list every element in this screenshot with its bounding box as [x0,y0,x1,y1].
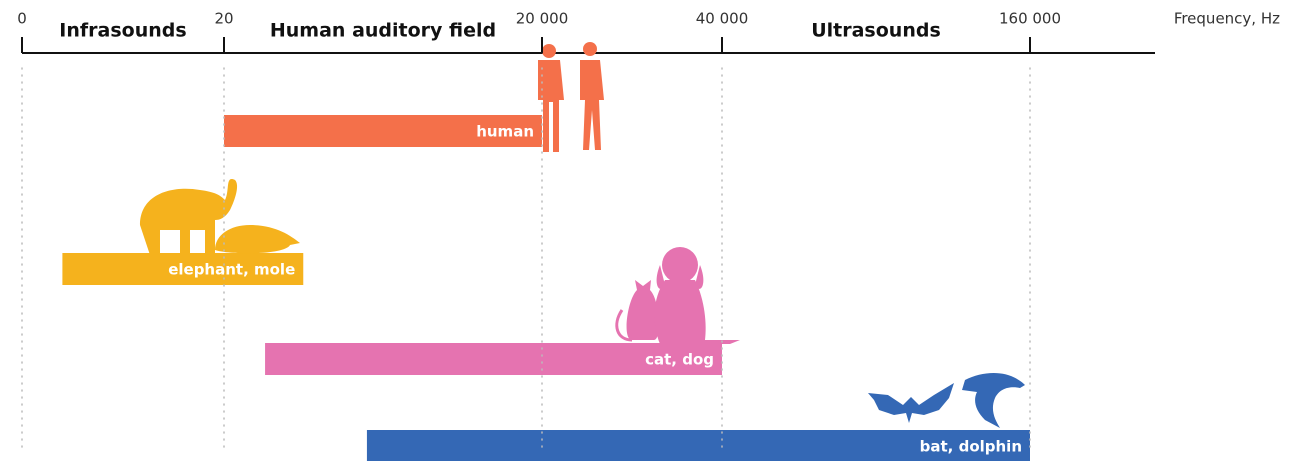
bar-label: elephant, mole [168,261,295,279]
human-icon [538,42,604,152]
icons [140,42,1025,428]
x-tick-label: 0 [17,10,27,28]
x-tick-label: 160 000 [999,10,1061,28]
x-tick-label: 40 000 [696,10,749,28]
bar [62,253,304,285]
x-tick-label: 20 [214,10,233,28]
cat-dog-icon [615,247,740,344]
region-label: Infrasounds [59,20,186,42]
bar [224,115,542,147]
elephant-mole-icon [140,179,300,255]
bat-dolphin-icon [868,373,1025,428]
bar [265,343,722,375]
bar-label: bat, dolphin [920,438,1022,456]
x-tick-label: 20 000 [516,10,569,28]
axis-label: Frequency, Hz [1174,10,1280,28]
region-label: Ultrasounds [811,20,941,42]
bar-label: human [476,123,534,141]
bar-label: cat, dog [645,351,714,369]
region-label: Human auditory field [270,20,496,42]
bar [366,430,1030,461]
